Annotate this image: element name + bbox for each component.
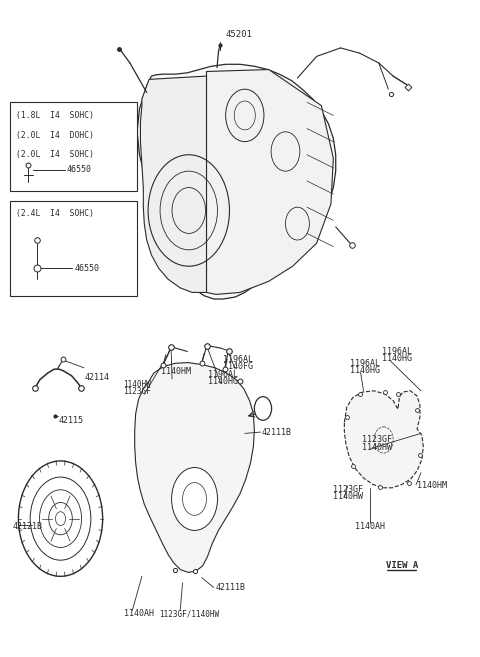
Text: 1140HG: 1140HG xyxy=(208,377,238,386)
Text: 1140FG: 1140FG xyxy=(223,362,253,371)
Text: 42121B: 42121B xyxy=(12,522,43,531)
Text: 1123GF: 1123GF xyxy=(333,485,363,493)
Text: 1196AL: 1196AL xyxy=(223,355,253,364)
Text: 1140AH: 1140AH xyxy=(355,522,385,531)
Text: 46550: 46550 xyxy=(75,263,100,273)
Text: 1196AL: 1196AL xyxy=(382,347,412,356)
Text: 42115: 42115 xyxy=(58,416,83,425)
Text: (1.8L  I4  SOHC): (1.8L I4 SOHC) xyxy=(16,111,94,120)
Text: (2.0L  I4  SOHC): (2.0L I4 SOHC) xyxy=(16,150,94,159)
Text: 1196AL: 1196AL xyxy=(350,359,380,368)
Polygon shape xyxy=(206,70,333,294)
Text: 1140AH: 1140AH xyxy=(124,609,154,618)
Text: 42111B: 42111B xyxy=(215,583,245,592)
Text: 45201: 45201 xyxy=(226,30,252,39)
Circle shape xyxy=(254,397,272,420)
Text: A: A xyxy=(260,404,265,413)
Bar xyxy=(10,102,137,191)
Text: 42114: 42114 xyxy=(84,373,109,382)
Polygon shape xyxy=(141,76,206,292)
Text: 1196AL: 1196AL xyxy=(208,370,238,379)
Text: VIEW A: VIEW A xyxy=(385,561,418,570)
Text: 1123GF/1140HW: 1123GF/1140HW xyxy=(158,609,219,618)
Bar xyxy=(10,200,137,296)
Text: 1140HG: 1140HG xyxy=(382,354,412,363)
Text: 42111B: 42111B xyxy=(262,428,292,437)
Text: 46550: 46550 xyxy=(67,166,92,174)
Polygon shape xyxy=(137,64,336,299)
Text: 1140HW: 1140HW xyxy=(123,380,151,389)
Circle shape xyxy=(171,468,217,530)
Polygon shape xyxy=(135,363,254,572)
Text: 1123GF: 1123GF xyxy=(362,436,392,444)
Text: 1123GF: 1123GF xyxy=(123,387,151,396)
Text: 1140HW: 1140HW xyxy=(362,443,392,451)
Text: 1140HM: 1140HM xyxy=(161,367,191,376)
Text: 1140HW: 1140HW xyxy=(333,492,363,501)
Polygon shape xyxy=(344,391,423,487)
Text: 1140HM: 1140HM xyxy=(417,482,447,490)
Text: (2.0L  I4  DOHC): (2.0L I4 DOHC) xyxy=(16,131,94,139)
Text: 1140HG: 1140HG xyxy=(350,366,380,375)
Text: (2.4L  I4  SOHC): (2.4L I4 SOHC) xyxy=(16,210,94,218)
